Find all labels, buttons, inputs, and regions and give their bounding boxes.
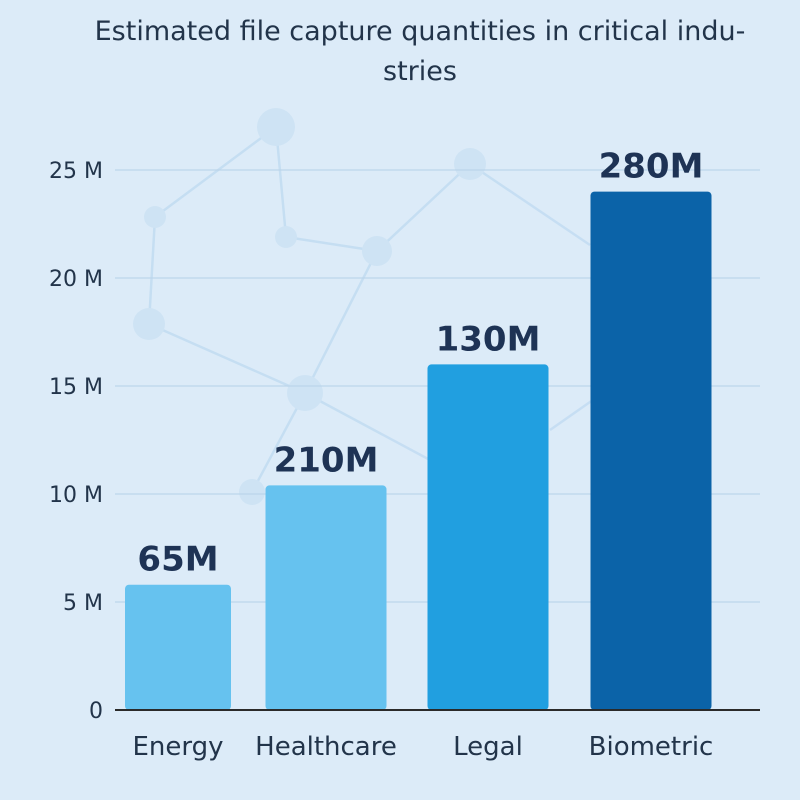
data-labels: 65M 210M 130M 280M (137, 147, 703, 580)
bars (125, 191, 712, 711)
y-axis-ticks: 0 5 M 10 M 15 M 20 M 25 M (49, 159, 103, 724)
bar-energy (125, 584, 231, 710)
network-decoration (133, 108, 601, 505)
data-label: 280M (599, 147, 704, 187)
chart-title: Estimated file capture quantities in cri… (95, 16, 746, 87)
chart-title-line-1: Estimated file capture quantities in cri… (95, 16, 746, 47)
y-tick-label: 10 M (49, 483, 103, 508)
chart-title-line-2: stries (383, 56, 457, 87)
bar-legal (427, 364, 549, 710)
data-label: 130M (436, 319, 541, 359)
y-tick-label: 0 (89, 699, 103, 724)
y-tick-label: 15 M (49, 375, 103, 400)
bar-healthcare (265, 485, 387, 710)
x-tick-label: Healthcare (255, 732, 397, 762)
y-tick-label: 5 M (63, 591, 103, 616)
x-tick-label: Biometric (589, 732, 714, 762)
y-tick-label: 25 M (49, 159, 103, 184)
y-tick-label: 20 M (49, 267, 103, 292)
x-tick-label: Energy (132, 732, 223, 762)
bar-biometric (590, 191, 712, 711)
data-label: 65M (137, 540, 218, 580)
x-tick-label: Legal (453, 732, 523, 762)
data-label: 210M (274, 440, 379, 480)
x-axis-labels: Energy Healthcare Legal Biometric (132, 732, 713, 762)
